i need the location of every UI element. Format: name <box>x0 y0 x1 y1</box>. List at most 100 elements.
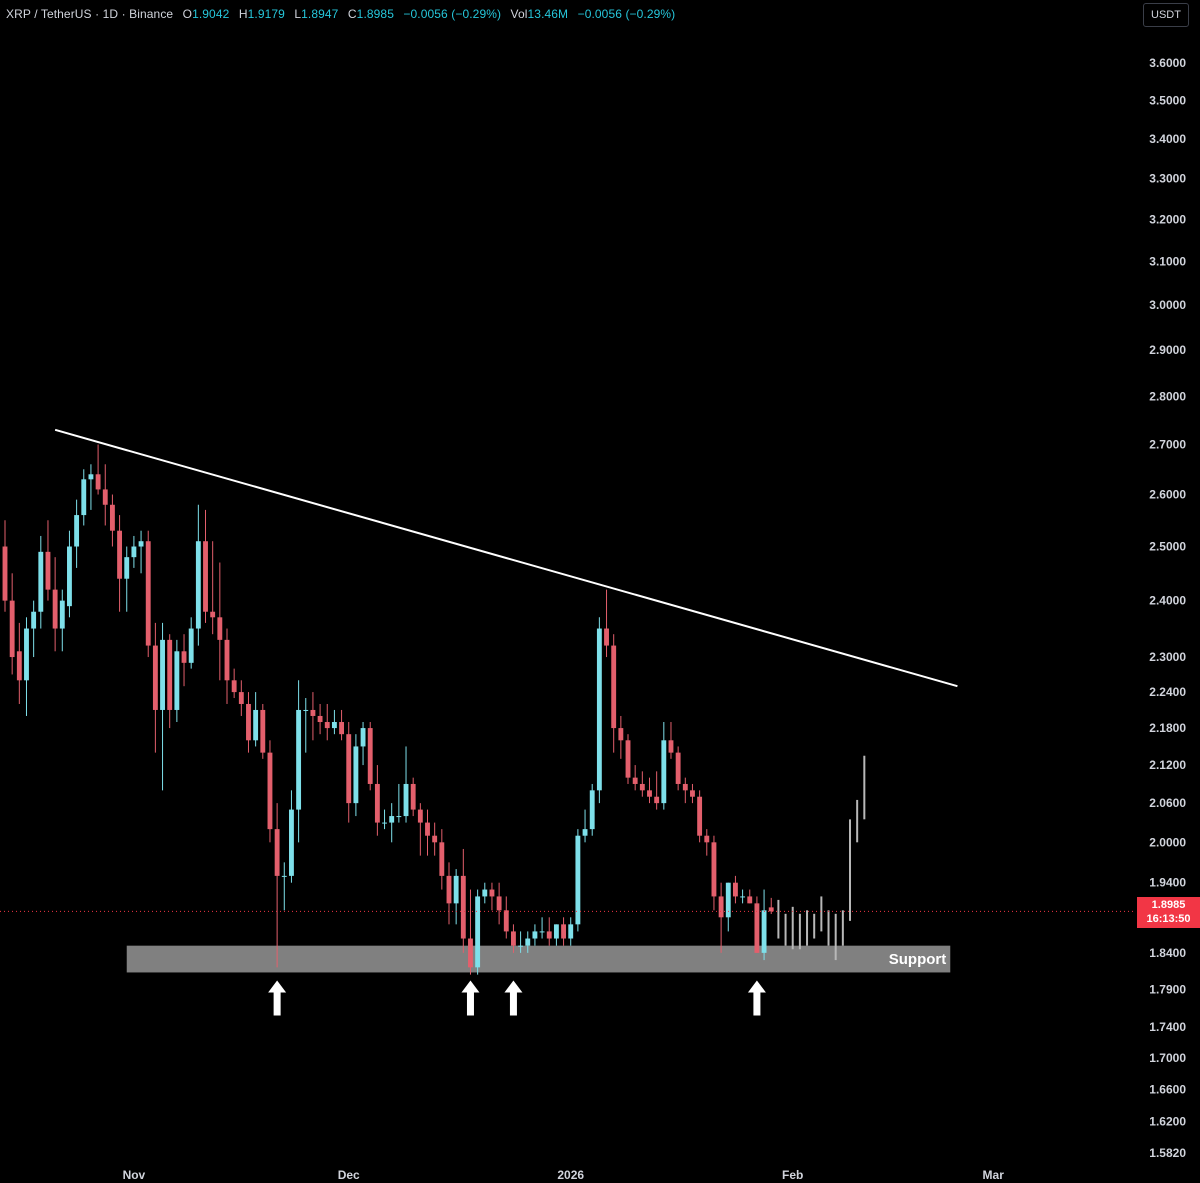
candle-body <box>768 907 774 912</box>
candle <box>59 589 65 652</box>
candle <box>718 882 724 953</box>
candle-body <box>761 910 767 953</box>
candle <box>181 634 187 687</box>
candle-body <box>181 651 187 663</box>
candle <box>160 622 165 791</box>
candle-body <box>124 557 130 579</box>
candle-body <box>102 489 108 505</box>
candle <box>561 917 566 946</box>
candle-body <box>625 740 631 778</box>
volume-value: 13.46M <box>527 7 569 21</box>
currency-button[interactable]: USDT <box>1143 3 1189 27</box>
candle <box>217 562 223 681</box>
candle <box>582 809 588 843</box>
candle-body <box>210 611 216 618</box>
change-value: −0.0056 (−0.29%) <box>403 7 502 21</box>
candle-body <box>747 896 753 904</box>
candle <box>382 809 387 830</box>
candle <box>246 692 251 753</box>
candle <box>410 777 416 817</box>
price-axis-label: 1.7000 <box>1149 1051 1186 1065</box>
candle-body <box>432 835 438 843</box>
candle-body <box>682 783 688 791</box>
candle <box>31 600 37 658</box>
candle-body <box>224 639 230 681</box>
candle-body <box>654 796 660 804</box>
candle-body <box>339 722 345 735</box>
candle <box>360 722 366 766</box>
bar-countdown: 16:13:50 <box>1146 913 1191 925</box>
candle-body <box>489 889 495 897</box>
candle <box>9 573 15 675</box>
candle-body <box>382 822 387 824</box>
candle <box>81 469 87 526</box>
price-axis: 3.6000 3.5000 3.4000 3.3000 3.2000 3.1000 3.00… <box>1149 56 1186 1160</box>
candle-body <box>446 875 452 904</box>
candle-body <box>24 628 29 681</box>
candle-body <box>611 645 617 729</box>
candle <box>711 835 717 911</box>
price-axis-label: 1.7400 <box>1149 1020 1186 1034</box>
price-axis-label: 2.0000 <box>1149 835 1186 849</box>
resistance-trendline <box>54 428 958 688</box>
candle <box>761 889 767 961</box>
time-axis-label: Feb <box>782 1168 803 1182</box>
candle <box>468 889 473 975</box>
candle <box>489 882 495 911</box>
candle <box>754 896 760 953</box>
candle <box>690 783 695 804</box>
candle-body <box>589 790 595 830</box>
candle <box>274 803 280 968</box>
candle-body <box>174 651 180 710</box>
candle-body <box>697 796 703 836</box>
candle-body <box>725 882 731 918</box>
candle <box>625 734 631 784</box>
candle-body <box>59 600 65 629</box>
candle-body <box>453 875 459 904</box>
symbol-title[interactable]: XRP / TetherUS · 1D · Binance <box>6 7 174 21</box>
candle-body <box>632 777 638 784</box>
trendline-layer <box>54 428 958 688</box>
last-price-tag: 1.8985 16:13:50 <box>1137 897 1200 928</box>
candle-body <box>417 809 423 823</box>
candle-body <box>711 842 717 897</box>
candle <box>604 589 609 658</box>
candle <box>453 869 459 925</box>
price-axis-label: 1.5820 <box>1149 1146 1186 1160</box>
candle-body <box>16 651 22 681</box>
candle-body <box>410 783 416 810</box>
arrows-layer <box>268 980 766 1016</box>
candle <box>647 777 652 804</box>
candle <box>747 889 753 904</box>
candle-body <box>618 728 624 741</box>
candle <box>682 777 688 804</box>
candle <box>310 692 316 741</box>
symbol-legend: XRP / TetherUS · 1D · Binance O1.9042 H1… <box>6 7 675 21</box>
candle <box>45 520 51 601</box>
candle-body <box>145 541 151 646</box>
price-axis-label: 2.9000 <box>1149 343 1186 357</box>
candle-body <box>403 783 409 817</box>
candle-body <box>289 809 294 876</box>
candle-body <box>525 938 531 946</box>
price-axis-label: 3.0000 <box>1149 298 1186 312</box>
low-label: L <box>294 7 302 21</box>
candle <box>553 924 559 946</box>
candle-body <box>167 639 173 710</box>
candle-body <box>203 541 208 612</box>
candle <box>446 862 452 925</box>
candle <box>95 444 101 495</box>
price-axis-label: 3.2000 <box>1149 212 1186 226</box>
price-axis-label: 2.1200 <box>1149 758 1186 772</box>
candle <box>732 875 738 904</box>
close-value: 1.8985 <box>356 7 394 21</box>
candle-body <box>88 474 94 480</box>
candle-body <box>482 889 488 897</box>
candle-body <box>675 752 681 784</box>
candle-body <box>532 931 538 939</box>
candle-body <box>160 639 165 710</box>
candle-body <box>596 628 602 791</box>
candle <box>124 546 130 612</box>
candle-body <box>346 734 352 804</box>
